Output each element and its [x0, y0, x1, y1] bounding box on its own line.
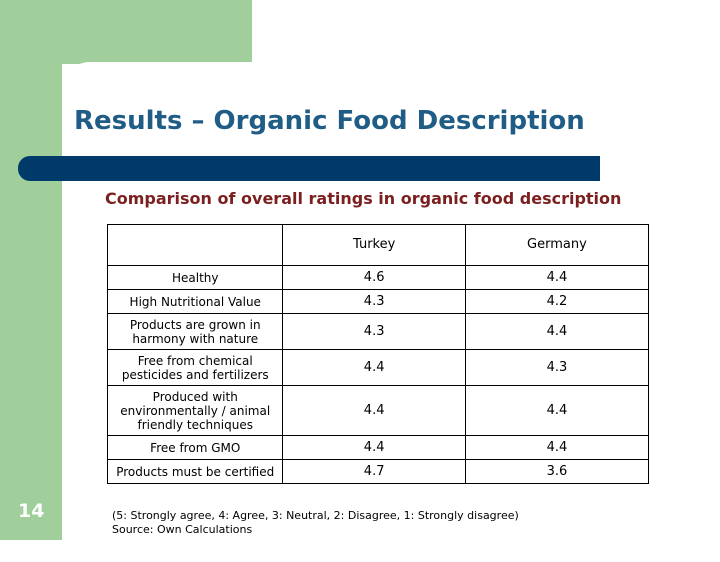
page-number: 14 — [18, 500, 45, 522]
germany-value: 4.4 — [464, 313, 650, 350]
footnote-source: Source: Own Calculations — [112, 523, 253, 536]
table-row: Free from chemical pesticides and fertil… — [106, 349, 650, 386]
turkey-value: 4.4 — [282, 435, 466, 460]
header-germany: Germany — [464, 224, 650, 266]
footnote: (5: Strongly agree, 4: Agree, 3: Neutral… — [112, 509, 519, 537]
germany-value: 3.6 — [464, 459, 650, 484]
table-row: Products must be certified 4.7 3.6 — [106, 459, 650, 484]
table-row: Products are grown in harmony with natur… — [106, 313, 650, 350]
turkey-value: 4.3 — [282, 313, 466, 350]
table-header-row: Turkey Germany — [106, 224, 650, 266]
row-label: Healthy — [106, 265, 284, 290]
header-turkey: Turkey — [282, 224, 466, 266]
germany-value: 4.4 — [464, 385, 650, 436]
table-caption: Comparison of overall ratings in organic… — [105, 189, 622, 208]
row-label: Free from GMO — [106, 435, 284, 460]
germany-value: 4.4 — [464, 265, 650, 290]
title-underline-bar — [18, 156, 600, 181]
turkey-value: 4.4 — [282, 385, 466, 436]
germany-value: 4.3 — [464, 349, 650, 386]
turkey-value: 4.3 — [282, 289, 466, 314]
turkey-value: 4.4 — [282, 349, 466, 386]
row-label: Products are grown in harmony with natur… — [106, 313, 284, 350]
table-row: High Nutritional Value 4.3 4.2 — [106, 289, 650, 314]
decor-green-left — [0, 0, 62, 540]
row-label: Produced with environmentally / animal f… — [106, 385, 284, 436]
turkey-value: 4.7 — [282, 459, 466, 484]
germany-value: 4.2 — [464, 289, 650, 314]
row-label: Free from chemical pesticides and fertil… — [106, 349, 284, 386]
footnote-scale-legend: (5: Strongly agree, 4: Agree, 3: Neutral… — [112, 509, 519, 522]
row-label: High Nutritional Value — [106, 289, 284, 314]
germany-value: 4.4 — [464, 435, 650, 460]
row-label: Products must be certified — [106, 459, 284, 484]
ratings-table: Turkey Germany Healthy 4.6 4.4 High Nutr… — [106, 224, 650, 484]
header-empty-cell — [106, 224, 284, 266]
turkey-value: 4.6 — [282, 265, 466, 290]
table-row: Produced with environmentally / animal f… — [106, 385, 650, 436]
slide-title: Results – Organic Food Description — [74, 106, 585, 136]
table-row: Healthy 4.6 4.4 — [106, 265, 650, 290]
table-row: Free from GMO 4.4 4.4 — [106, 435, 650, 460]
